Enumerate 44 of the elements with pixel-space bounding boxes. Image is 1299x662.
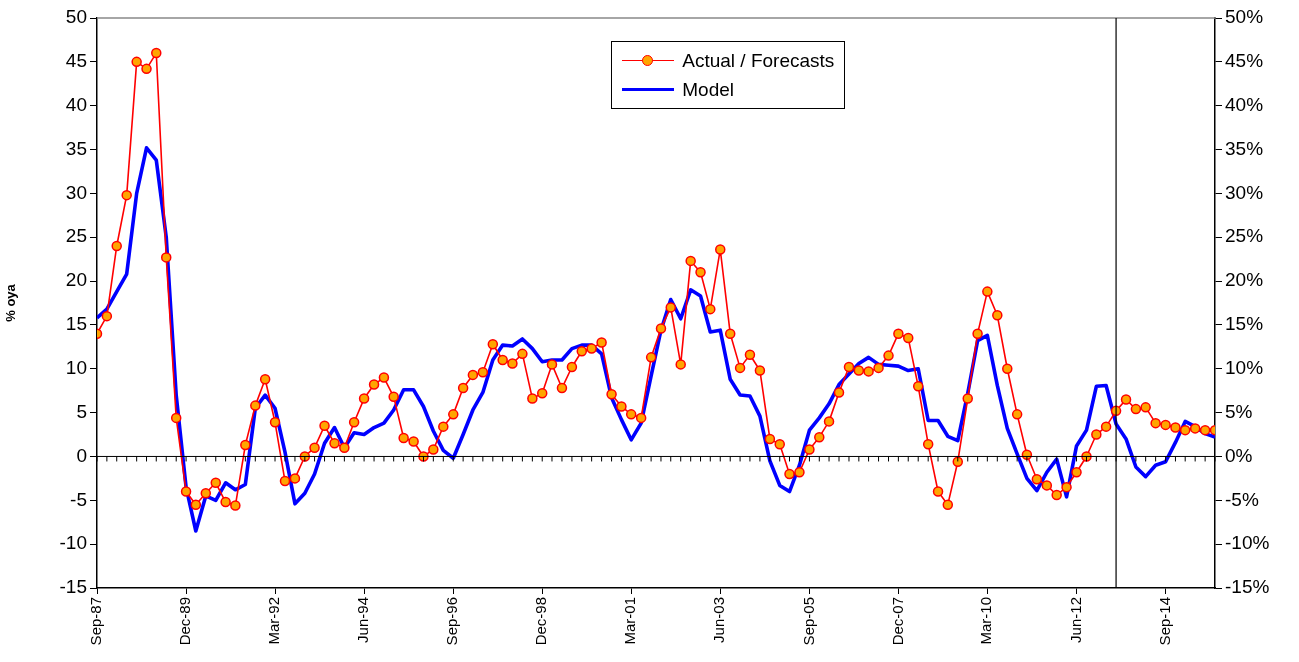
x-tick-label: Dec-89 [176, 597, 194, 646]
y-tick-label: 0 [76, 444, 87, 466]
y2-tick-label: 10% [1225, 357, 1264, 378]
y-tick-label: 25 [65, 225, 87, 247]
x-tick-label: Jun-94 [354, 597, 372, 643]
y-tick-label: -5 [70, 488, 87, 510]
y2-tick-label: 40% [1225, 93, 1264, 115]
y-axis-title: % oya [3, 283, 19, 322]
y-tick-label: 35 [65, 137, 87, 159]
y2-tick-label: 15% [1225, 313, 1264, 335]
x-tick-label: Mar-01 [621, 597, 639, 645]
y-tick-label: 5 [76, 400, 87, 422]
x-tick-label: Dec-98 [532, 597, 550, 646]
x-tick-label: Dec-07 [888, 597, 906, 646]
legend-label: Model [682, 78, 735, 101]
y-tick-label: -10 [59, 532, 87, 554]
y-tick-label: 10 [65, 357, 87, 378]
x-tick-label: Sep-05 [799, 597, 817, 646]
y-tick-label: 15 [65, 313, 87, 335]
y2-tick-label: -15% [1225, 576, 1270, 598]
y2-tick-label: 25% [1225, 225, 1264, 247]
x-tick-label: Sep-96 [443, 597, 461, 646]
y2-tick-label: 5% [1225, 400, 1253, 422]
y2-tick-label: -10% [1225, 532, 1270, 554]
x-tick-label: Sep-87 [87, 597, 105, 646]
x-tick-label: Mar-92 [265, 597, 283, 645]
y-tick-label: 30 [65, 181, 87, 203]
y-tick-label: 20 [65, 269, 87, 291]
y2-tick-label: 30% [1225, 181, 1264, 203]
legend-label: Actual / Forecasts [682, 49, 835, 72]
x-tick-label: Mar-10 [977, 597, 995, 645]
y2-tick-label: 35% [1225, 137, 1264, 159]
y2-tick-label: 45% [1225, 50, 1264, 72]
y2-tick-label: 50% [1225, 6, 1264, 28]
y-tick-label: 50 [65, 6, 87, 28]
y-tick-label: -15 [59, 576, 87, 598]
y2-tick-label: 0% [1225, 444, 1253, 466]
x-tick-label: Sep-14 [1155, 597, 1173, 646]
y-tick-label: 40 [65, 93, 87, 115]
x-tick-label: Jun-12 [1066, 597, 1084, 643]
x-tick-label: Jun-03 [710, 597, 728, 643]
y2-tick-label: -5% [1225, 488, 1259, 510]
y-tick-label: 45 [65, 50, 87, 72]
y2-tick-label: 20% [1225, 269, 1264, 291]
